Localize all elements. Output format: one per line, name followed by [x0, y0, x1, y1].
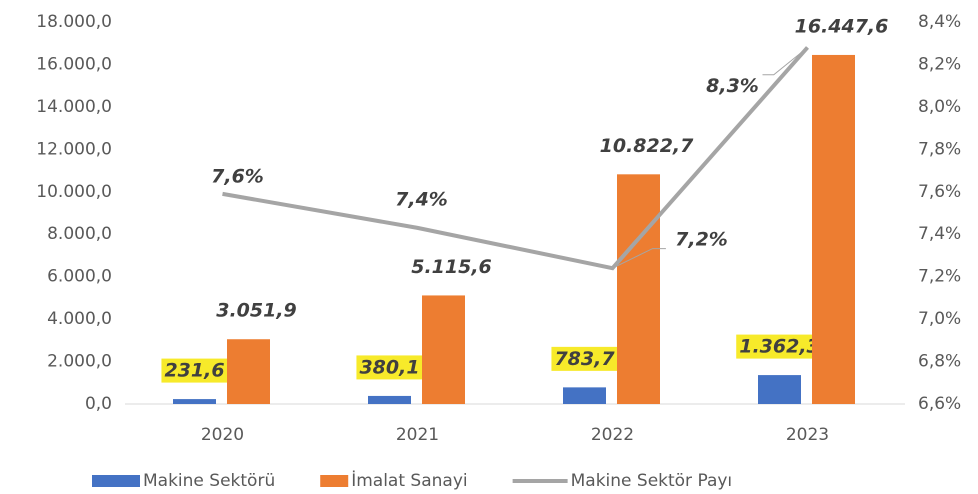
y-tick-label: 12.000,0 — [36, 139, 112, 159]
y2-tick-label: 7,6% — [918, 182, 961, 202]
legend-label: Makine Sektörü — [143, 471, 275, 491]
y2-tick-label: 6,6% — [918, 394, 961, 414]
y-tick-label: 16.000,0 — [36, 54, 112, 74]
y2-tick-label: 7,0% — [918, 309, 961, 329]
x-tick-label: 2023 — [786, 425, 829, 445]
data-label-bg — [736, 334, 823, 359]
bar — [617, 174, 660, 404]
x-tick-label: 2022 — [591, 425, 634, 445]
data-label: 16.447,6 — [795, 15, 889, 37]
bar — [368, 395, 411, 404]
y2-tick-label: 7,4% — [918, 224, 961, 244]
leader-line — [762, 47, 808, 76]
legend-swatch — [320, 475, 349, 487]
data-label-bg — [551, 346, 619, 371]
bar — [227, 339, 270, 404]
data-label: 8,3% — [706, 75, 759, 97]
bar — [422, 295, 465, 404]
y-tick-label: 0,0 — [85, 394, 112, 414]
y2-tick-label: 7,2% — [918, 267, 961, 287]
y-tick-label: 10.000,0 — [36, 182, 112, 202]
bar — [758, 375, 801, 404]
y-tick-label: 2.000,0 — [47, 352, 112, 372]
data-label: 7,4% — [395, 188, 448, 210]
y2-tick-label: 8,2% — [918, 54, 961, 74]
y2-tick-label: 8,4% — [918, 12, 961, 32]
legend-label: Makine Sektör Payı — [571, 471, 733, 491]
bar — [563, 387, 606, 404]
data-label: 10.822,7 — [600, 135, 695, 157]
y-tick-label: 4.000,0 — [47, 309, 112, 329]
bar — [812, 54, 855, 405]
data-label: 7,6% — [211, 165, 264, 187]
data-label-bg — [356, 355, 423, 380]
y-tick-label: 14.000,0 — [36, 97, 112, 117]
data-label: 1.362,3 — [739, 336, 820, 358]
y-tick-label: 8.000,0 — [47, 224, 112, 244]
bar — [173, 399, 216, 404]
data-label-bg — [161, 358, 228, 383]
leader-line — [612, 248, 666, 269]
data-label: 783,7 — [554, 348, 615, 370]
data-label: 5.115,6 — [411, 256, 492, 278]
x-tick-label: 2020 — [201, 425, 244, 445]
x-tick-label: 2021 — [396, 425, 439, 445]
line — [222, 46, 809, 271]
y2-tick-label: 8,0% — [918, 97, 961, 117]
data-label: 231,6 — [164, 360, 224, 382]
y2-tick-label: 7,8% — [918, 139, 961, 159]
data-label: 3.051,9 — [216, 300, 297, 322]
legend-swatch — [92, 475, 140, 487]
y-tick-label: 18.000,0 — [36, 12, 112, 32]
legend-label: İmalat Sanayi — [351, 470, 467, 491]
data-label: 7,2% — [675, 229, 728, 251]
y-tick-label: 6.000,0 — [47, 267, 112, 287]
y2-tick-label: 6,8% — [918, 352, 961, 372]
data-label: 380,1 — [359, 356, 419, 378]
